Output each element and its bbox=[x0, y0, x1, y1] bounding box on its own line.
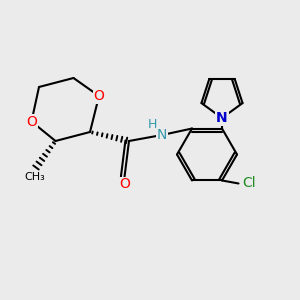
Text: N: N bbox=[157, 128, 167, 142]
Text: Cl: Cl bbox=[242, 176, 256, 190]
Text: N: N bbox=[216, 111, 228, 125]
Text: O: O bbox=[119, 178, 130, 191]
Text: CH₃: CH₃ bbox=[24, 172, 45, 182]
Text: O: O bbox=[26, 115, 37, 128]
Text: O: O bbox=[94, 89, 104, 103]
Text: H: H bbox=[148, 118, 157, 131]
